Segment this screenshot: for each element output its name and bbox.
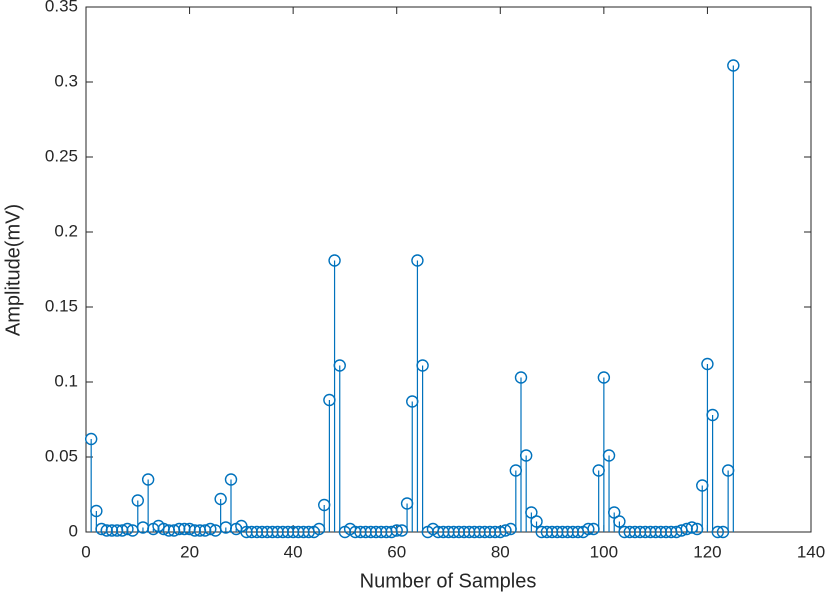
stem-marker xyxy=(411,254,424,267)
stem-marker xyxy=(416,359,429,372)
y-tick-label: 0.05 xyxy=(45,446,78,465)
stem-marker xyxy=(214,492,227,506)
stem-marker xyxy=(224,473,238,486)
y-axis-label: Amplitude(mV) xyxy=(2,204,24,336)
stem-marker xyxy=(121,522,134,536)
stem-marker xyxy=(90,504,103,518)
y-tick-label: 0.3 xyxy=(54,71,78,90)
y-tick-label: 0.15 xyxy=(45,296,78,315)
stem-marker xyxy=(602,449,616,462)
stem-marker xyxy=(333,359,346,372)
x-tick-label: 100 xyxy=(590,542,618,561)
x-tick-label: 120 xyxy=(693,542,721,561)
stem-marker xyxy=(141,473,155,486)
stem-marker xyxy=(131,494,144,507)
x-tick-label: 40 xyxy=(284,542,303,561)
stem-marker xyxy=(727,59,740,72)
stem-marker xyxy=(84,432,98,446)
stem-marker xyxy=(608,506,621,519)
stem-marker xyxy=(204,522,217,536)
y-tick-label: 0.25 xyxy=(45,146,78,165)
stem-marker xyxy=(613,515,626,528)
stem-marker xyxy=(514,371,528,384)
x-tick-label: 60 xyxy=(387,542,406,561)
y-tick-label: 0.35 xyxy=(45,0,78,15)
stem-marker xyxy=(706,408,719,422)
y-tick-label: 0.1 xyxy=(54,371,78,390)
x-axis-label: Number of Samples xyxy=(360,570,537,592)
x-tick-label: 80 xyxy=(491,542,510,561)
stem-marker xyxy=(685,521,699,534)
stem-marker xyxy=(530,515,543,528)
stem-marker xyxy=(701,357,714,371)
plot-frame xyxy=(85,6,812,533)
x-tick-label: 0 xyxy=(81,542,90,561)
y-tick-label: 0.2 xyxy=(54,221,78,240)
stem-marker xyxy=(525,506,538,519)
x-tick-label: 140 xyxy=(797,542,825,561)
stem-marker xyxy=(328,254,341,267)
stem-marker xyxy=(711,525,724,539)
y-tick-label: 0 xyxy=(69,521,78,540)
stem-marker xyxy=(519,449,533,462)
stem-marker xyxy=(597,371,611,384)
x-tick-label: 20 xyxy=(180,542,199,561)
